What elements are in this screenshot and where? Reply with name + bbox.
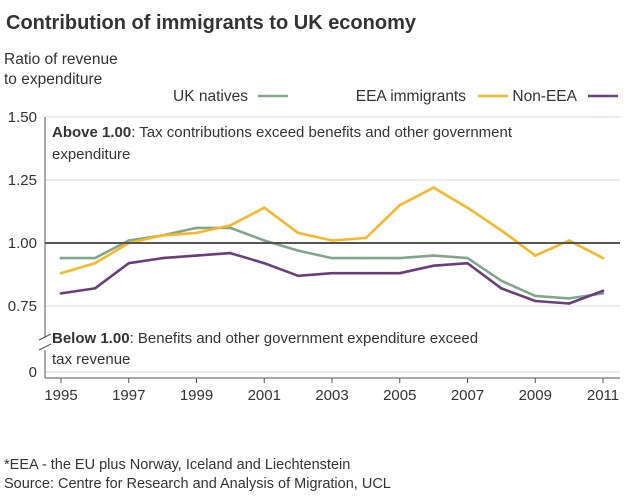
data-point-non-eea [262, 261, 266, 265]
data-point-eea-immigrants [601, 256, 605, 260]
data-point-non-eea [59, 292, 63, 295]
above-annotation: Above 1.00: Tax contributions exceed ben… [52, 124, 513, 141]
data-point-uk-natives [93, 256, 97, 260]
data-point-non-eea [127, 261, 131, 265]
data-point-non-eea [296, 274, 300, 278]
data-point-uk-natives [533, 294, 537, 298]
x-tick-label: 1997 [112, 387, 145, 404]
legend-label-eea-immigrants: EEA immigrants [356, 88, 467, 105]
data-point-non-eea [466, 261, 469, 265]
axis-break-mark [38, 333, 52, 341]
above-annotation-line2: expenditure [52, 146, 130, 163]
above-annotation-rest: : Tax contributions exceed benefits and … [131, 124, 513, 141]
data-point-eea-immigrants [229, 224, 232, 227]
x-tick-label: 1999 [180, 387, 213, 404]
below-annotation-bold: Below 1.00 [52, 330, 130, 347]
below-annotation-rest: : Benefits and other government expendit… [130, 330, 479, 347]
data-point-non-eea [398, 271, 402, 275]
y-tick-label: 1.50 [8, 109, 37, 126]
y-axis-label-line2: to expenditure [4, 71, 103, 88]
data-point-eea-immigrants [500, 229, 503, 232]
data-point-non-eea [567, 302, 571, 305]
data-point-uk-natives [601, 292, 605, 295]
data-point-eea-immigrants [330, 239, 334, 242]
data-point-eea-immigrants [296, 231, 300, 235]
legend-label-uk-natives: UK natives [173, 88, 248, 105]
x-tick-label: 2009 [519, 387, 552, 404]
data-point-eea-immigrants [195, 231, 198, 235]
data-point-non-eea [161, 256, 164, 260]
data-point-eea-immigrants [93, 261, 97, 265]
data-point-uk-natives [330, 256, 334, 260]
y-tick-label: 0.75 [8, 298, 37, 315]
y-tick-label: 0 [29, 364, 37, 381]
x-tick-label: 2011 [587, 387, 619, 404]
axis-break-mark [38, 343, 52, 351]
data-point-non-eea [601, 289, 605, 293]
y-tick-label: 1.25 [8, 172, 37, 189]
data-point-uk-natives [398, 256, 402, 260]
source-note: Source: Centre for Research and Analysis… [4, 476, 391, 492]
x-tick-label: 2005 [383, 387, 416, 404]
legend-label-non-eea: Non-EEA [512, 88, 577, 105]
y-axis-label: Ratio of revenue to expenditure [4, 50, 164, 90]
x-tick-label: 2003 [315, 387, 348, 404]
x-tick-label: 2007 [451, 387, 484, 404]
data-point-eea-immigrants [466, 206, 469, 210]
data-point-non-eea [330, 271, 334, 275]
x-tick-label: 2001 [248, 387, 281, 404]
data-point-non-eea [229, 251, 232, 255]
data-point-eea-immigrants [262, 206, 266, 210]
x-tick-label: 1995 [44, 387, 77, 404]
data-point-uk-natives [262, 239, 266, 242]
data-point-eea-immigrants [59, 271, 63, 275]
data-point-non-eea [195, 254, 198, 257]
footnote: *EEA - the EU plus Norway, Iceland and L… [4, 456, 391, 494]
data-point-uk-natives [296, 249, 300, 252]
data-point-eea-immigrants [161, 234, 164, 237]
data-point-uk-natives [466, 256, 469, 260]
data-point-uk-natives [432, 254, 435, 257]
data-point-non-eea [432, 264, 435, 267]
series-line-non-eea [59, 251, 605, 305]
y-tick-label: 1.00 [8, 235, 37, 252]
y-axis-label-line1: Ratio of revenue [4, 51, 118, 68]
data-point-uk-natives [195, 226, 198, 230]
data-point-uk-natives [364, 256, 368, 260]
chart-title: Contribution of immigrants to UK economy [6, 12, 416, 34]
chart-area: 1.50 1.25 1.00 0.75 0 1995 1997 1999 2001 2003 200… [8, 88, 620, 404]
data-point-non-eea [364, 271, 368, 275]
data-point-eea-immigrants [533, 254, 537, 257]
data-point-non-eea [500, 287, 503, 290]
data-point-eea-immigrants [567, 239, 571, 242]
below-annotation-line2: tax revenue [52, 351, 130, 368]
data-point-uk-natives [59, 256, 63, 260]
data-point-non-eea [533, 299, 537, 303]
data-point-uk-natives [567, 297, 571, 300]
data-point-uk-natives [500, 279, 503, 283]
series-line-uk-natives [59, 226, 605, 300]
data-point-eea-immigrants [364, 236, 368, 240]
eea-footnote: *EEA - the EU plus Norway, Iceland and L… [4, 457, 351, 473]
data-point-eea-immigrants [398, 203, 402, 207]
data-point-eea-immigrants [432, 186, 435, 189]
data-point-uk-natives [229, 226, 232, 230]
data-point-uk-natives [127, 239, 131, 242]
below-annotation: Below 1.00: Benefits and other governmen… [52, 330, 478, 347]
above-annotation-bold: Above 1.00 [52, 124, 131, 141]
data-point-non-eea [93, 287, 97, 290]
